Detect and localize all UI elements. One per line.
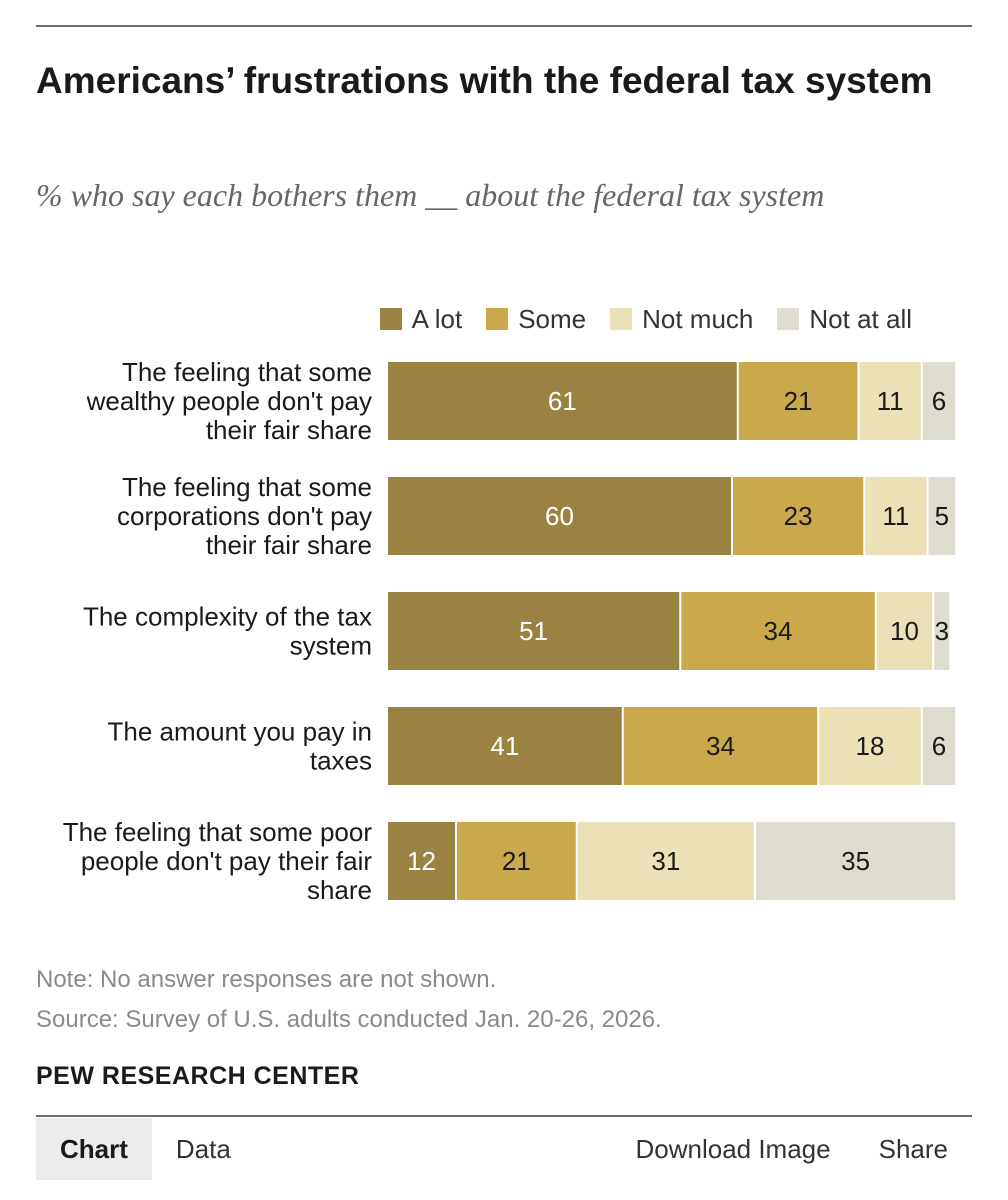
bar-segment <box>738 362 858 440</box>
share-button[interactable]: Share <box>878 1133 948 1164</box>
bar-value-label: 6 <box>932 731 946 761</box>
legend-label-a-lot: A lot <box>411 303 463 334</box>
bar-value-label: 18 <box>856 731 885 761</box>
bar-segment <box>934 592 950 670</box>
legend-label-some: Some <box>518 303 587 334</box>
category-label: The complexity of the tax system <box>83 602 372 661</box>
category-label: The feeling that some corporations don't … <box>117 472 372 560</box>
bar-value-label: 11 <box>877 386 904 416</box>
legend-label-not-at-all: Not at all <box>809 303 912 334</box>
bar-value-label: 60 <box>545 501 574 531</box>
footer-bar: Chart Data Download Image Share <box>36 1118 972 1180</box>
chart-subtitle: % who say each bothers them __ about the… <box>36 177 825 213</box>
bottom-rule <box>36 1115 972 1117</box>
bar-value-label: 41 <box>490 731 519 761</box>
bar-segment <box>819 707 921 785</box>
bar-value-label: 35 <box>841 846 870 876</box>
tab-data[interactable]: Data <box>175 1133 231 1164</box>
top-rule <box>36 25 972 27</box>
legend-swatch-some <box>486 308 509 330</box>
tab-chart[interactable]: Chart <box>36 1118 152 1180</box>
bar-segment <box>388 822 455 900</box>
legend-item-not-at-all: Not at all <box>777 304 912 335</box>
chart-source: Source: Survey of U.S. adults conducted … <box>36 1006 662 1033</box>
bar-segment <box>681 592 875 670</box>
bar-value-label: 21 <box>502 846 531 876</box>
stacked-bar-chart: The feeling that some wealthy people don'… <box>63 357 956 905</box>
category-label: The feeling that some poor people don't p… <box>63 817 373 905</box>
bar-value-label: 5 <box>935 501 949 531</box>
bar-value-label: 11 <box>882 501 909 531</box>
download-image-button[interactable]: Download Image <box>635 1133 831 1164</box>
bar-segment <box>388 362 737 440</box>
legend-swatch-not-at-all <box>777 308 800 330</box>
bar-value-label: 34 <box>764 616 793 646</box>
bar-value-label: 12 <box>407 846 436 876</box>
bar-segment <box>876 592 933 670</box>
category-label: The feeling that some wealthy people don'… <box>86 357 372 445</box>
bar-value-label: 31 <box>651 846 680 876</box>
bar-value-label: 21 <box>784 386 813 416</box>
bar-segment <box>859 362 921 440</box>
legend-item-a-lot: A lot <box>379 303 463 335</box>
category-label: The amount you pay in taxes <box>108 717 373 776</box>
bar-segment <box>388 707 622 785</box>
bar-value-label: 10 <box>890 616 919 646</box>
bar-segment <box>623 707 818 785</box>
chart-note: Note: No answer responses are not shown. <box>36 966 497 993</box>
brand-logo-text: PEW RESEARCH CENTER <box>36 1062 360 1090</box>
bar-segment <box>733 477 864 555</box>
bar-segment <box>865 477 927 555</box>
bar-segment <box>756 822 956 900</box>
bar-segment <box>577 822 754 900</box>
bar-segment <box>388 477 731 555</box>
bar-value-label: 61 <box>548 386 577 416</box>
legend-item-not-much: Not much <box>610 304 753 335</box>
legend-item-some: Some <box>486 304 586 335</box>
chart-legend: A lot Some Not much Not at all <box>379 302 912 336</box>
bar-segment <box>457 822 576 900</box>
bar-value-label: 34 <box>706 731 735 761</box>
bar-segment <box>922 707 956 785</box>
legend-label-not-much: Not much <box>642 303 754 334</box>
bar-value-label: 3 <box>935 616 949 646</box>
bar-value-label: 51 <box>519 616 548 646</box>
legend-swatch-a-lot <box>379 308 402 330</box>
bar-value-label: 23 <box>784 501 813 531</box>
bar-segment <box>928 477 956 555</box>
bar-segment <box>922 362 956 440</box>
chart-title: Americans’ frustrations with the federal… <box>36 60 933 101</box>
bar-segment <box>388 592 680 670</box>
legend-swatch-not-much <box>610 308 633 330</box>
bar-value-label: 6 <box>932 386 946 416</box>
